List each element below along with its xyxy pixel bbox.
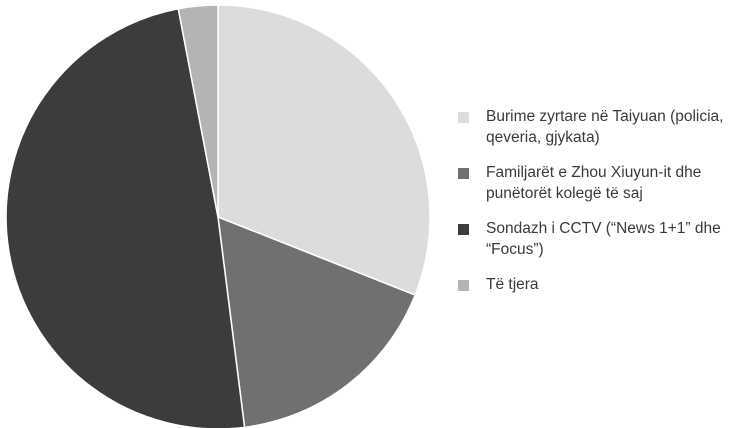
legend-item: Të tjera xyxy=(458,274,748,295)
pie-slice xyxy=(217,4,431,297)
legend: Burime zyrtare në Taiyuan (policia, qeve… xyxy=(458,106,748,309)
legend-item: Familjarët e Zhou Xiuyun-it dhe punëtorë… xyxy=(458,162,748,204)
legend-label: Sondazh i CCTV (“News 1+1” dhe “Focus”) xyxy=(486,220,721,258)
legend-item: Burime zyrtare në Taiyuan (policia, qeve… xyxy=(458,106,748,148)
legend-swatch xyxy=(458,112,469,123)
legend-swatch xyxy=(458,224,469,235)
pie-slice xyxy=(177,4,219,218)
legend-swatch xyxy=(458,168,469,179)
pie-slice xyxy=(217,215,417,428)
legend-item: Sondazh i CCTV (“News 1+1” dhe “Focus”) xyxy=(458,218,748,260)
legend-label: Të tjera xyxy=(486,276,539,293)
pie-slice xyxy=(5,7,246,428)
legend-label: Burime zyrtare në Taiyuan (policia, qeve… xyxy=(486,108,724,146)
pie-plot xyxy=(5,4,431,428)
legend-label: Familjarët e Zhou Xiuyun-it dhe punëtorë… xyxy=(486,164,702,202)
legend-swatch xyxy=(458,280,469,291)
